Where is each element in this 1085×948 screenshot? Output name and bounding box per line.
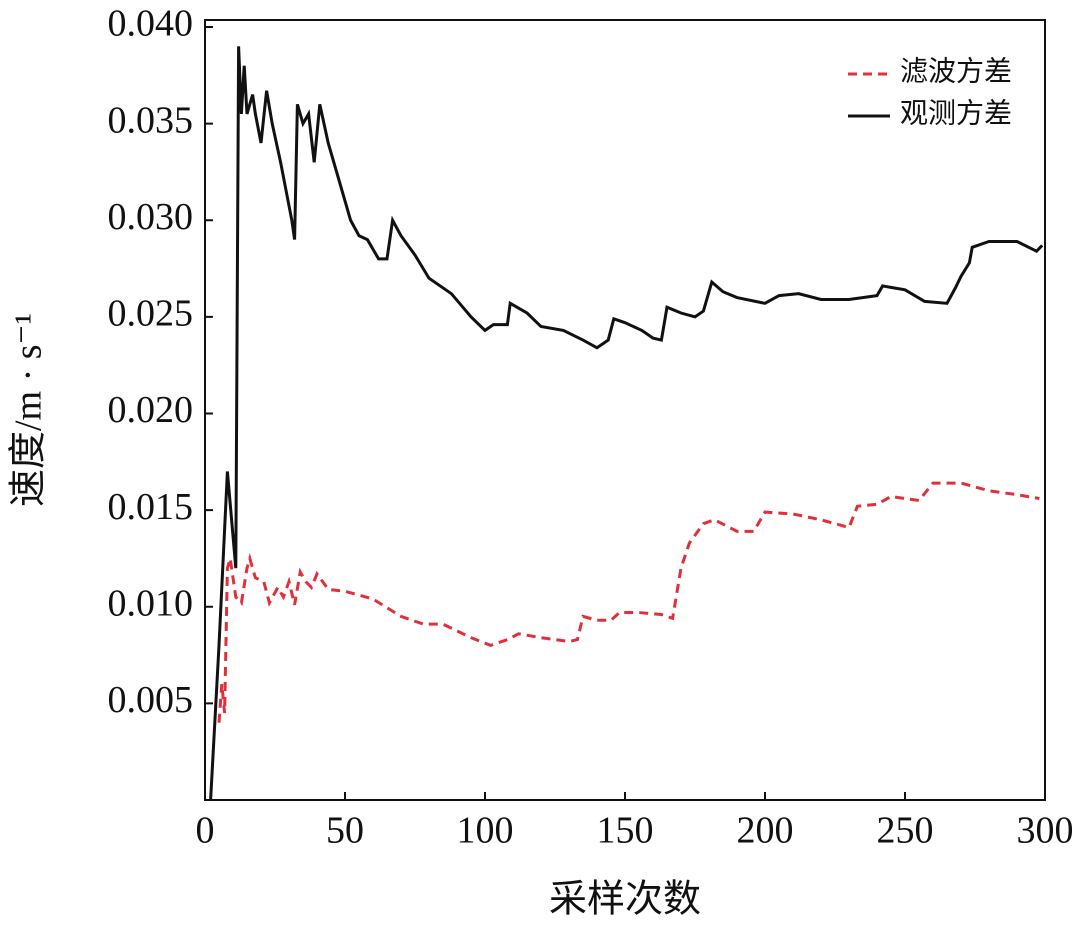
series-line bbox=[209, 46, 1044, 801]
x-axis-label: 采样次数 bbox=[549, 879, 701, 921]
y-axis-label: 速度/m · s⁻¹ bbox=[8, 313, 50, 507]
legend-label: 观测方差 bbox=[900, 97, 1012, 129]
y-tick-label: 0.030 bbox=[108, 196, 194, 238]
x-tick-label: 200 bbox=[737, 810, 794, 852]
y-tick-label: 0.025 bbox=[108, 293, 194, 335]
series-line bbox=[217, 481, 1040, 723]
x-tick-label: 250 bbox=[877, 810, 934, 852]
x-tick-label: 150 bbox=[597, 810, 654, 852]
x-tick-label: 100 bbox=[457, 810, 514, 852]
legend-label: 滤波方差 bbox=[900, 55, 1012, 87]
plot-frame bbox=[204, 19, 1046, 801]
y-tick-label: 0.020 bbox=[108, 389, 194, 431]
x-tick-label: 300 bbox=[1017, 810, 1074, 852]
y-tick-label: 0.010 bbox=[108, 582, 194, 624]
y-tick-label: 0.005 bbox=[108, 679, 194, 721]
x-tick-label: 50 bbox=[326, 810, 364, 852]
y-tick-label: 0.040 bbox=[108, 3, 194, 45]
x-tick-label: 0 bbox=[196, 810, 215, 852]
y-tick-label: 0.035 bbox=[108, 99, 194, 141]
y-tick-label: 0.015 bbox=[108, 486, 194, 528]
